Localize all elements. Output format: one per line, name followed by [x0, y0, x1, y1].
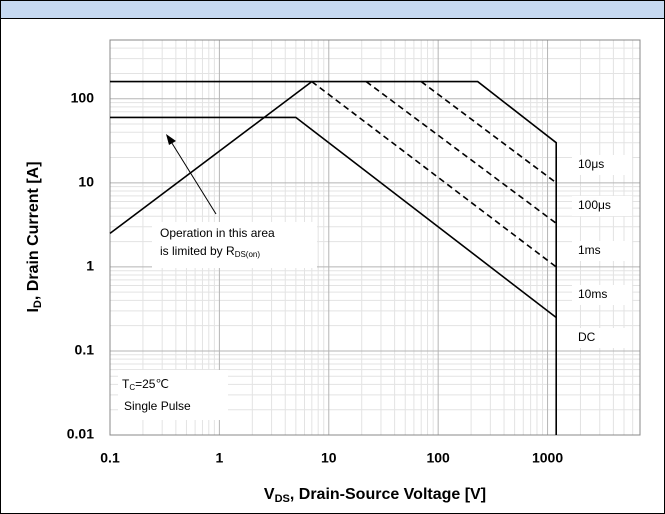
- annotation-bg: [152, 222, 317, 268]
- annotation-line2: is limited by RDS(on): [160, 244, 260, 259]
- y-tick-label: 0.1: [75, 342, 95, 358]
- y-tick-label: 1: [86, 258, 94, 274]
- arrow-head: [166, 134, 176, 145]
- condition-rest: =25℃: [135, 377, 169, 391]
- x-tick-label: 1: [215, 450, 223, 466]
- series-label-bg: [572, 155, 632, 175]
- series-label: 1ms: [578, 243, 601, 257]
- condition-sub: C: [129, 383, 135, 392]
- series-label: 10ms: [578, 287, 607, 301]
- series-line: [311, 80, 557, 268]
- x-label-main: V: [264, 486, 275, 503]
- y-tick-label: 0.01: [67, 426, 94, 442]
- y-tick-label: 10: [78, 174, 94, 190]
- series-label: 10μs: [578, 157, 604, 171]
- annotation-sub: DS(on): [235, 250, 261, 259]
- series-line: [110, 116, 557, 319]
- series-label-bg: [572, 196, 632, 216]
- x-tick-label: 0.1: [100, 450, 120, 466]
- series-label-bg: [572, 241, 632, 261]
- y-label-sub: D: [32, 300, 44, 308]
- annotation-line1: Operation in this area: [160, 226, 275, 240]
- condition-main: T: [122, 377, 130, 391]
- labels: 10μs 100μs 1ms 10ms DC: [572, 155, 632, 348]
- y-axis-label: ID, Drain Current [A]: [25, 161, 44, 312]
- annotation-arrow: [169, 139, 217, 215]
- annotation-text: is limited by R: [160, 244, 235, 258]
- series-line: [110, 80, 558, 435]
- series-label: 100μs: [578, 198, 611, 212]
- y-tick-label: 100: [71, 89, 95, 105]
- lines: [109, 80, 558, 435]
- series-label: DC: [578, 330, 596, 344]
- condition-line1: TC=25℃: [122, 377, 169, 392]
- condition-line2: Single Pulse: [124, 399, 191, 413]
- header-band: [0, 0, 665, 19]
- y-label-rest: , Drain Current [A]: [25, 161, 42, 300]
- x-axis-label: VDS, Drain-Source Voltage [V]: [264, 486, 486, 505]
- x-tick-label: 1000: [532, 450, 563, 466]
- x-label-rest: , Drain-Source Voltage [V]: [290, 486, 486, 503]
- x-tick-label: 10: [321, 450, 337, 466]
- x-tick-label: 100: [426, 450, 450, 466]
- series-line: [109, 80, 313, 235]
- x-label-sub: DS: [275, 493, 290, 505]
- y-label-main: I: [25, 308, 42, 312]
- series-line: [420, 80, 557, 184]
- series-label-bg: [572, 285, 632, 305]
- plot-frame: [109, 39, 641, 436]
- condition-bg: [118, 370, 228, 420]
- series-label-bg: [572, 328, 632, 348]
